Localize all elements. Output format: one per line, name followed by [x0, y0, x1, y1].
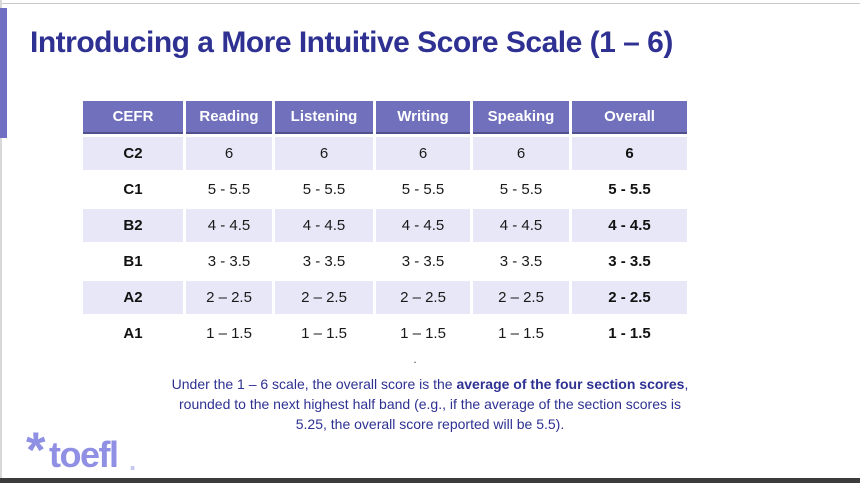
left-edge-line — [0, 0, 2, 483]
column-header-cefr: CEFR — [83, 101, 183, 134]
column-header-speaking: Speaking — [473, 101, 569, 134]
table-row-c1: C1 5 - 5.5 5 - 5.5 5 - 5.5 5 - 5.5 5 - 5… — [83, 173, 687, 206]
score-cell: 4 - 4.5 — [186, 209, 272, 242]
score-cell: 4 - 4.5 — [376, 209, 470, 242]
overall-score-cell: 1 - 1.5 — [572, 317, 687, 350]
score-cell: 1 – 1.5 — [473, 317, 569, 350]
toefl-logo: * toefl . — [26, 422, 166, 478]
cefr-level-cell: C1 — [83, 173, 183, 206]
footnote-line-3: 5.25, the overall score reported will be… — [295, 416, 565, 432]
score-cell: 6 — [473, 137, 569, 170]
overall-score-cell: 4 - 4.5 — [572, 209, 687, 242]
logo-text: toefl — [49, 434, 119, 475]
column-header-listening: Listening — [275, 101, 373, 134]
table-row-a2: A2 2 – 2.5 2 – 2.5 2 – 2.5 2 – 2.5 2 - 2… — [83, 281, 687, 314]
footnote-text: , — [684, 376, 689, 392]
overall-score-cell: 2 - 2.5 — [572, 281, 687, 314]
overall-score-cell: 6 — [572, 137, 687, 170]
score-table-container: CEFR Reading Listening Writing Speaking … — [80, 98, 690, 353]
score-cell: 5 - 5.5 — [376, 173, 470, 206]
table-row-c2: C2 6 6 6 6 6 — [83, 137, 687, 170]
cefr-level-cell: B2 — [83, 209, 183, 242]
score-cell: 6 — [186, 137, 272, 170]
table-row-b2: B2 4 - 4.5 4 - 4.5 4 - 4.5 4 - 4.5 4 - 4… — [83, 209, 687, 242]
column-header-reading: Reading — [186, 101, 272, 134]
footnote-line-1: Under the 1 – 6 scale, the overall score… — [110, 374, 750, 394]
cefr-level-cell: A2 — [83, 281, 183, 314]
overall-score-cell: 3 - 3.5 — [572, 245, 687, 278]
column-header-overall: Overall — [572, 101, 687, 134]
logo-period: . — [129, 446, 137, 476]
score-cell: 2 – 2.5 — [473, 281, 569, 314]
score-cell: 3 - 3.5 — [376, 245, 470, 278]
score-cell: 3 - 3.5 — [275, 245, 373, 278]
asterisk-icon: * — [26, 422, 46, 478]
bottom-bar — [0, 478, 860, 483]
page-title: Introducing a More Intuitive Score Scale… — [30, 26, 673, 59]
footnote: Under the 1 – 6 scale, the overall score… — [110, 374, 750, 434]
column-header-writing: Writing — [376, 101, 470, 134]
score-cell: 2 – 2.5 — [275, 281, 373, 314]
score-cell: 4 - 4.5 — [275, 209, 373, 242]
score-cell: 1 – 1.5 — [186, 317, 272, 350]
cefr-level-cell: C2 — [83, 137, 183, 170]
footnote-line-2: rounded to the next highest half band (e… — [179, 396, 681, 412]
score-table: CEFR Reading Listening Writing Speaking … — [80, 98, 690, 353]
overall-score-cell: 5 - 5.5 — [572, 173, 687, 206]
cefr-level-cell: B1 — [83, 245, 183, 278]
score-cell: 5 - 5.5 — [275, 173, 373, 206]
header-row: CEFR Reading Listening Writing Speaking … — [83, 101, 687, 134]
cefr-level-cell: A1 — [83, 317, 183, 350]
footnote-text: Under the 1 – 6 scale, the overall score… — [171, 376, 457, 392]
score-cell: 4 - 4.5 — [473, 209, 569, 242]
score-cell: 2 – 2.5 — [376, 281, 470, 314]
score-cell: 6 — [376, 137, 470, 170]
top-divider — [0, 3, 860, 4]
score-cell: 5 - 5.5 — [473, 173, 569, 206]
score-cell: 2 – 2.5 — [186, 281, 272, 314]
footnote-bold-text: average of the four section scores — [456, 376, 685, 392]
score-cell: 6 — [275, 137, 373, 170]
stray-dot: . — [413, 352, 417, 366]
score-cell: 3 - 3.5 — [186, 245, 272, 278]
score-cell: 3 - 3.5 — [473, 245, 569, 278]
score-cell: 1 – 1.5 — [376, 317, 470, 350]
score-cell: 1 – 1.5 — [275, 317, 373, 350]
score-cell: 5 - 5.5 — [186, 173, 272, 206]
table-row-a1: A1 1 – 1.5 1 – 1.5 1 – 1.5 1 – 1.5 1 - 1… — [83, 317, 687, 350]
table-row-b1: B1 3 - 3.5 3 - 3.5 3 - 3.5 3 - 3.5 3 - 3… — [83, 245, 687, 278]
left-accent-bar — [0, 8, 7, 138]
